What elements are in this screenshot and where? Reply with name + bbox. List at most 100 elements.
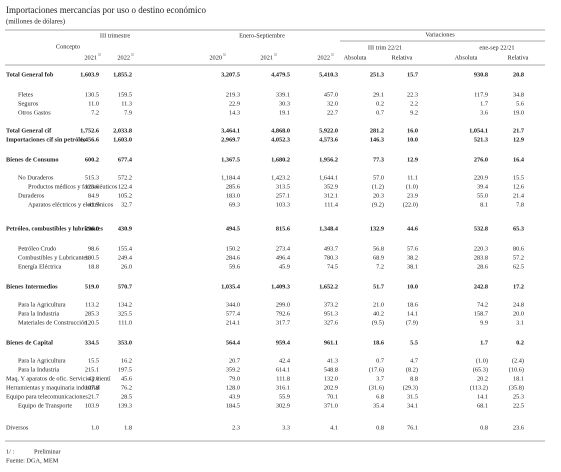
- cell: 930.8: [474, 71, 488, 78]
- row-label: No Duraderos: [18, 174, 54, 181]
- cell: (17.6): [369, 366, 384, 373]
- cell: 3,207.5: [221, 71, 240, 78]
- cell: 1,456.6: [80, 136, 99, 143]
- cell: 312.1: [324, 192, 338, 199]
- cell: 0.7: [376, 109, 384, 116]
- cell: 521.3: [474, 136, 488, 143]
- note-mark: 1/: [131, 53, 135, 57]
- cell: 34.1: [407, 402, 418, 409]
- cell: 215.1: [85, 366, 99, 373]
- cell: 38.2: [407, 254, 418, 261]
- cell: 4,479.5: [271, 71, 290, 78]
- cell: 28.5: [121, 393, 132, 400]
- cell: (1.2): [372, 183, 384, 190]
- cell: 117.9: [474, 91, 488, 98]
- cell: 180.5: [85, 254, 99, 261]
- row-label: Materiales de Construcción: [18, 319, 88, 326]
- cell: 132.0: [324, 375, 338, 382]
- cell: 76.2: [121, 384, 132, 391]
- cell: 103.9: [85, 402, 99, 409]
- row-label: Aparatos eléctricos y electrónicos: [28, 201, 114, 208]
- cell: 19.1: [279, 109, 290, 116]
- cell: 313.5: [276, 183, 290, 190]
- cell: 9.9: [480, 319, 488, 326]
- cell: 951.3: [324, 310, 338, 317]
- cell: 219.3: [226, 91, 240, 98]
- cell: 12.6: [513, 183, 524, 190]
- cell: 14.3: [229, 109, 240, 116]
- cell: 792.6: [276, 310, 290, 317]
- cell: 38.1: [407, 263, 418, 270]
- cell: 0.2: [516, 339, 524, 346]
- measure-header: Relativa: [508, 54, 529, 61]
- cell: 677.4: [118, 156, 133, 163]
- cell: 23.6: [513, 424, 524, 431]
- cell: 344.0: [226, 301, 240, 308]
- cell: 12.9: [407, 156, 418, 163]
- cell: 2.2: [410, 100, 418, 107]
- year-header: 2022: [317, 54, 330, 61]
- cell: 7.2: [376, 263, 384, 270]
- cell: 56.8: [373, 245, 384, 252]
- cell: 371.0: [324, 402, 338, 409]
- cell: 57.2: [513, 254, 524, 261]
- cell: 21.7: [88, 393, 99, 400]
- cell: 359.2: [226, 366, 240, 373]
- cell: 42.4: [279, 357, 291, 364]
- cell: 3,464.1: [221, 127, 240, 134]
- row-label: Bienes Intermedios: [6, 283, 58, 290]
- cell: 299.0: [276, 301, 290, 308]
- cell: 1,956.2: [319, 156, 338, 163]
- cell: 11.0: [88, 100, 99, 107]
- cell: 18.1: [513, 375, 524, 382]
- row-label: Para la Industria: [18, 366, 59, 373]
- cell: 70.1: [327, 393, 338, 400]
- cell: 150.2: [226, 245, 240, 252]
- cell: 515.3: [85, 174, 99, 181]
- title: Importaciones mercancías por uso o desti…: [6, 5, 206, 15]
- cell: (65.3): [473, 366, 488, 373]
- cell: 570.7: [118, 283, 132, 290]
- cell: 107.8: [85, 384, 99, 391]
- cell: 68.1: [477, 402, 488, 409]
- cell: 113.2: [85, 301, 99, 308]
- cell: 1,367.5: [221, 156, 240, 163]
- cell: 614.1: [276, 366, 290, 373]
- cell: 5,922.0: [319, 127, 338, 134]
- subtitle: (millones de dólares): [6, 18, 66, 26]
- cell: 494.5: [226, 225, 240, 232]
- footnote: Preliminar: [34, 448, 61, 455]
- cell: 29.1: [373, 91, 384, 98]
- cell: 3.6: [480, 109, 488, 116]
- row-label: Equipo para telecomunicaciones: [6, 393, 88, 400]
- cell: 12.9: [513, 136, 524, 143]
- row-label: Para la Industria: [18, 310, 59, 317]
- cell: 76.1: [407, 424, 418, 431]
- cell: (9.5): [372, 319, 384, 326]
- cell: 79.0: [229, 375, 240, 382]
- cell: 134.2: [118, 301, 132, 308]
- cell: 8.8: [410, 375, 418, 382]
- cell: 251.3: [370, 71, 384, 78]
- row-label: Equipo de Transporte: [18, 402, 72, 409]
- cell: 9.2: [410, 109, 418, 116]
- row-label: Para la Agricultura: [18, 357, 66, 364]
- cell: 111.4: [324, 201, 339, 208]
- cell: 158.7: [474, 310, 488, 317]
- cell: 20.8: [513, 71, 524, 78]
- cell: 7.8: [516, 201, 524, 208]
- measure-header: Absoluta: [455, 54, 478, 61]
- cell: 80.6: [513, 245, 524, 252]
- cell: 15.5: [513, 174, 524, 181]
- cell: 22.9: [229, 100, 240, 107]
- cell: 120.5: [85, 319, 99, 326]
- cell: 302.9: [276, 402, 290, 409]
- cell: 577.4: [226, 310, 241, 317]
- cell: 1,603.9: [80, 71, 99, 78]
- cell: (8.2): [406, 366, 418, 373]
- cell: 45.6: [121, 375, 132, 382]
- cell: 57.6: [407, 245, 418, 252]
- cell: 11.3: [121, 100, 132, 107]
- row-label: Total General cif: [6, 127, 52, 134]
